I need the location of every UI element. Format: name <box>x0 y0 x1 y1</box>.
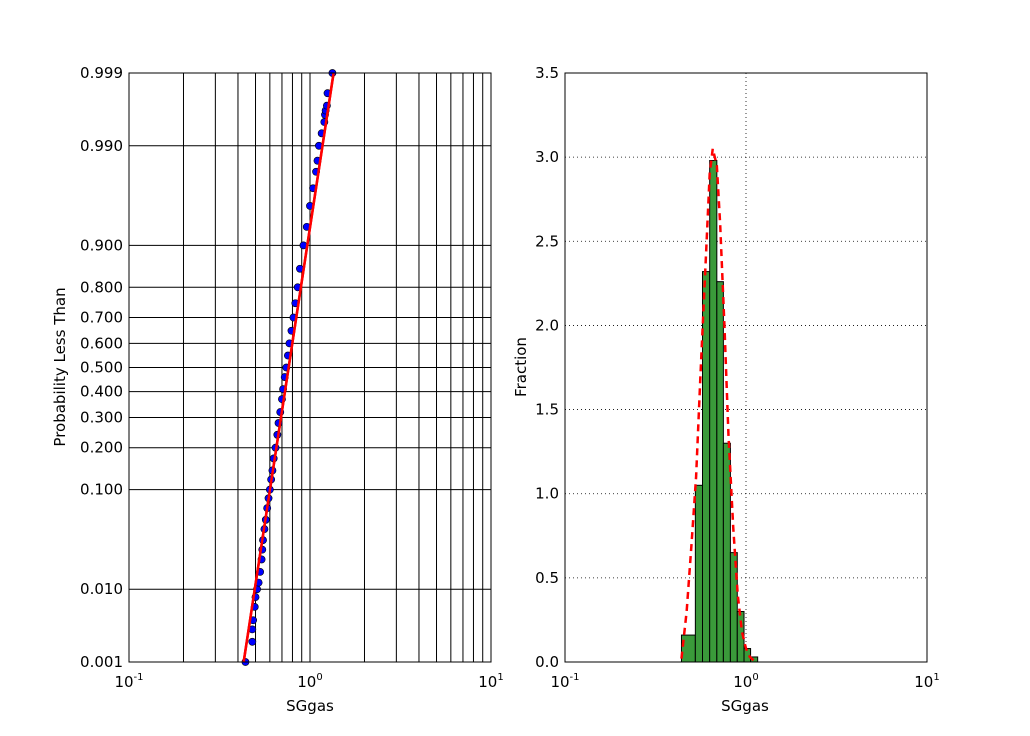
histogram-bar <box>694 484 703 663</box>
probability-plot-frame <box>128 72 492 663</box>
histogram-frame <box>564 72 928 663</box>
x-tick-label: 101 <box>914 672 939 691</box>
y-tick-label: 0.010 <box>80 580 123 598</box>
x-tick-label: 100 <box>297 672 322 691</box>
y-tick-label: 0.700 <box>80 309 123 327</box>
y-tick-label: 0.001 <box>80 653 123 671</box>
y-tick-label: 1.5 <box>535 401 559 419</box>
y-tick-label: 0.600 <box>80 334 123 352</box>
probability-x-tick-labels: 10-1 100 101 <box>114 672 503 691</box>
y-tick-label: 0.990 <box>80 137 123 155</box>
y-tick-label: 0.5 <box>535 569 559 587</box>
probability-plot-grid <box>129 73 491 662</box>
histogram-bar <box>729 552 738 663</box>
histogram-grid <box>565 73 927 662</box>
x-tick-label: 101 <box>478 672 503 691</box>
probability-y-axis-label: Probability Less Than <box>51 287 69 446</box>
histogram-bar <box>722 442 731 663</box>
probability-x-axis-label: SGgas <box>286 697 334 715</box>
y-tick-label: 2.0 <box>535 316 559 334</box>
histogram-bar <box>709 160 718 663</box>
histogram-x-tick-labels: 10-1 100 101 <box>550 672 939 691</box>
y-tick-label: 0.400 <box>80 383 123 401</box>
y-tick-label: 0.0 <box>535 653 559 671</box>
y-tick-label: 0.500 <box>80 359 123 377</box>
y-tick-label: 0.800 <box>80 278 123 296</box>
histogram-bar <box>716 281 724 663</box>
y-tick-label: 0.300 <box>80 408 123 426</box>
y-tick-label: 3.0 <box>535 148 559 166</box>
x-tick-label: 10-1 <box>550 672 579 691</box>
histogram-plot-area <box>565 73 927 662</box>
pdf-curve-line <box>680 148 755 662</box>
y-tick-label: 0.999 <box>80 64 123 82</box>
histogram-x-axis-label: SGgas <box>721 697 769 715</box>
data-point <box>248 637 257 646</box>
y-tick-label: 1.0 <box>535 485 559 503</box>
x-tick-label: 100 <box>733 672 758 691</box>
histogram-y-tick-labels: 0.0 0.5 1.0 1.5 2.0 2.5 3.0 3.5 <box>535 64 559 671</box>
y-tick-label: 0.900 <box>80 236 123 254</box>
y-tick-label: 0.100 <box>80 481 123 499</box>
fit-line-segment <box>242 72 335 663</box>
histogram-y-axis-label: Fraction <box>512 337 530 397</box>
x-tick-label: 10-1 <box>114 672 143 691</box>
histogram-bar <box>680 634 696 663</box>
probability-y-tick-labels: 0.001 0.010 0.100 0.200 0.300 0.400 0.500 0.600… <box>80 64 123 671</box>
y-tick-label: 2.5 <box>535 232 559 250</box>
pdf-curve <box>680 148 755 662</box>
y-tick-label: 0.200 <box>80 439 123 457</box>
y-tick-label: 3.5 <box>535 64 559 82</box>
histogram-panel: 0.0 0.5 1.0 1.5 2.0 2.5 3.0 3.5 10-1 100 101 SGga… <box>512 64 940 715</box>
probability-plot-panel: 0.001 0.010 0.100 0.200 0.300 0.400 0.500 0.600… <box>51 64 504 715</box>
